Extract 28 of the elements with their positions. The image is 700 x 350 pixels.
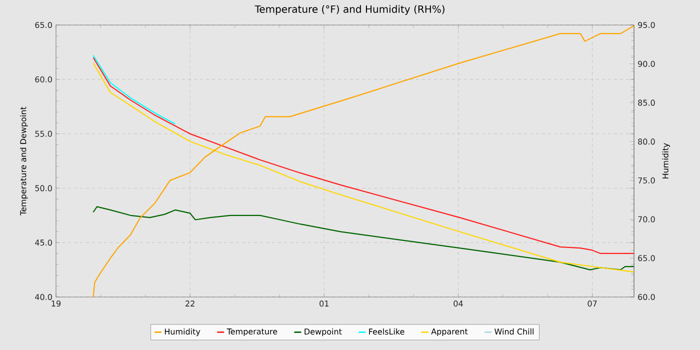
legend-label: Dewpoint (304, 328, 342, 336)
x-tick-label: 19 (52, 300, 61, 307)
legend-label: Temperature (226, 328, 278, 336)
y2-tick-label: 95.0 (638, 22, 655, 28)
y2-tick-label: 70.0 (638, 216, 655, 222)
x-tick-label: 04 (454, 300, 463, 307)
x-tick-label: 01 (320, 300, 328, 307)
y2-tick-label: 85.0 (638, 100, 655, 106)
chart-title: Temperature (°F) and Humidity (RH%) (254, 5, 444, 15)
y2-tick-label: 90.0 (638, 60, 655, 67)
y-tick-label: 60.0 (35, 76, 52, 82)
y2-axis-title: Humidity (662, 143, 670, 178)
y-tick-label: 45.0 (35, 240, 52, 246)
y2-tick-label: 80.0 (638, 138, 655, 145)
y-tick-label: 40.0 (35, 294, 52, 300)
x-tick-label: 22 (186, 300, 194, 306)
legend-label: Humidity (164, 328, 200, 336)
x-tick-label: 07 (588, 300, 597, 307)
y-tick-label: 65.0 (35, 22, 52, 28)
y-tick-label: 55.0 (35, 130, 52, 137)
y2-tick-label: 65.0 (638, 255, 655, 262)
legend-label: Wind Chill (494, 328, 534, 335)
y2-tick-label: 60.0 (638, 294, 655, 300)
legend-label: FeelsLike (369, 328, 404, 335)
y2-tick-label: 75.0 (638, 177, 655, 184)
y-tick-label: 50.0 (35, 185, 52, 192)
legend-label: Apparent (431, 328, 468, 336)
y-axis-title: Temperature and Dewpoint (20, 106, 28, 216)
